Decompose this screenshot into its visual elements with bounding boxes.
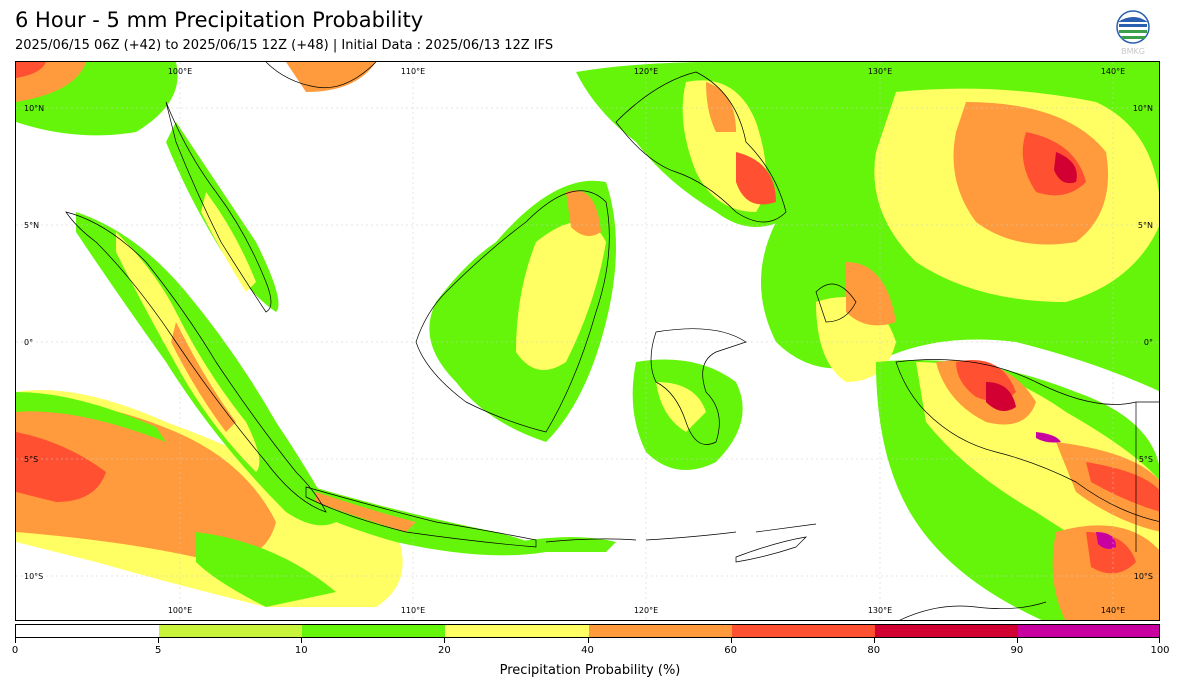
map-title: 6 Hour - 5 mm Precipitation Probability: [15, 8, 424, 32]
lon-label-140-bottom: 140°E: [1101, 606, 1125, 615]
colorbar: [15, 624, 1160, 638]
coastline-timor: [735, 536, 808, 563]
bmkg-logo: BMKG: [1114, 10, 1152, 56]
colorbar-segment: [731, 625, 876, 637]
colorbar-tick-mark: [158, 638, 160, 643]
lat-label-10s-right: 10°S: [1134, 572, 1153, 581]
map-subtitle: 2025/06/15 06Z (+42) to 2025/06/15 12Z (…: [15, 38, 554, 53]
lat-label-5n: 5°N: [24, 221, 39, 230]
coastline-philippines: [615, 71, 787, 223]
colorbar-tick-label: 80: [867, 645, 881, 656]
colorbar-tick-label: 100: [1150, 645, 1170, 656]
colorbar-tick-mark: [873, 638, 875, 643]
colorbar-segment: [1017, 625, 1159, 637]
colorbar-tick-mark: [301, 638, 303, 643]
colorbar-tick-label: 40: [581, 645, 594, 656]
lon-label-110: 110°E: [401, 67, 425, 76]
coastline-malay-peninsula: [165, 101, 272, 313]
coastline-australia: [899, 601, 1047, 620]
colorbar-tick-mark: [444, 638, 446, 643]
lon-label-100: 100°E: [168, 67, 192, 76]
lat-label-10n: 10°N: [24, 104, 44, 113]
lon-label-140: 140°E: [1101, 67, 1125, 76]
colorbar-tick-label: 60: [724, 645, 737, 656]
lon-label-100-bottom: 100°E: [168, 606, 192, 615]
colorbar-tick-label: 10: [294, 645, 308, 656]
latitude-labels-right: 10°N 5°N 0° 5°S 10°S: [1133, 104, 1153, 581]
coastline-sumatra: [65, 211, 327, 513]
longitude-labels-top: 100°E 110°E 120°E 130°E 140°E: [168, 67, 1125, 76]
precipitation-map: 100°E 110°E 120°E 130°E 140°E 100°E 110°…: [15, 61, 1160, 621]
lat-label-0: 0°: [24, 338, 33, 347]
graticule: [16, 62, 1159, 620]
probability-shading: [16, 62, 1159, 620]
lat-label-10n-right: 10°N: [1133, 104, 1153, 113]
colorbar-segment: [445, 625, 589, 637]
lon-label-120-bottom: 120°E: [634, 606, 658, 615]
coastline-indochina: [265, 62, 377, 89]
coastline-lesser-sunda: [545, 523, 817, 543]
colorbar-segment: [302, 625, 446, 637]
colorbar-segment: [16, 625, 160, 637]
coastline-borneo: [415, 190, 610, 433]
colorbar-tick-mark: [1016, 638, 1018, 643]
colorbar-segment: [874, 625, 1019, 637]
coastlines: [65, 62, 1159, 620]
lat-label-5s-right: 5°S: [1139, 455, 1153, 464]
lat-label-5s: 5°S: [24, 455, 38, 464]
logo-text: BMKG: [1121, 47, 1145, 56]
colorbar-tick-label: 20: [438, 645, 451, 656]
coastline-halmahera: [815, 283, 857, 323]
colorbar-tick-mark: [1159, 638, 1160, 643]
colorbar-segment: [159, 625, 303, 637]
bmkg-logo-icon: BMKG: [1116, 10, 1150, 56]
map-canvas: 100°E 110°E 120°E 130°E 140°E 100°E 110°…: [16, 62, 1159, 620]
lon-label-120: 120°E: [634, 67, 658, 76]
colorbar-tick-mark: [587, 638, 589, 643]
lat-label-0-right: 0°: [1144, 338, 1153, 347]
coastline-new-guinea: [895, 359, 1159, 522]
colorbar-title: Precipitation Probability (%): [499, 663, 681, 678]
lat-label-5n-right: 5°N: [1138, 221, 1153, 230]
colorbar-tick-mark: [15, 638, 16, 643]
lon-label-130-bottom: 130°E: [868, 606, 892, 615]
colorbar-tick-label: 0: [11, 645, 19, 656]
colorbar-segment: [588, 625, 733, 637]
colorbar-tick-label: 5: [154, 645, 162, 656]
lon-label-110-bottom: 110°E: [401, 606, 425, 615]
lon-label-130: 130°E: [868, 67, 892, 76]
colorbar-tick-label: 90: [1010, 645, 1024, 656]
coastline-sulawesi: [650, 328, 747, 445]
latitude-labels-left: 10°N 5°N 0° 5°S 10°S: [24, 104, 44, 581]
coastline-java: [305, 486, 537, 548]
lat-label-10s: 10°S: [24, 572, 43, 581]
colorbar-tick-mark: [730, 638, 732, 643]
longitude-labels-bottom: 100°E 110°E 120°E 130°E 140°E: [168, 606, 1125, 615]
